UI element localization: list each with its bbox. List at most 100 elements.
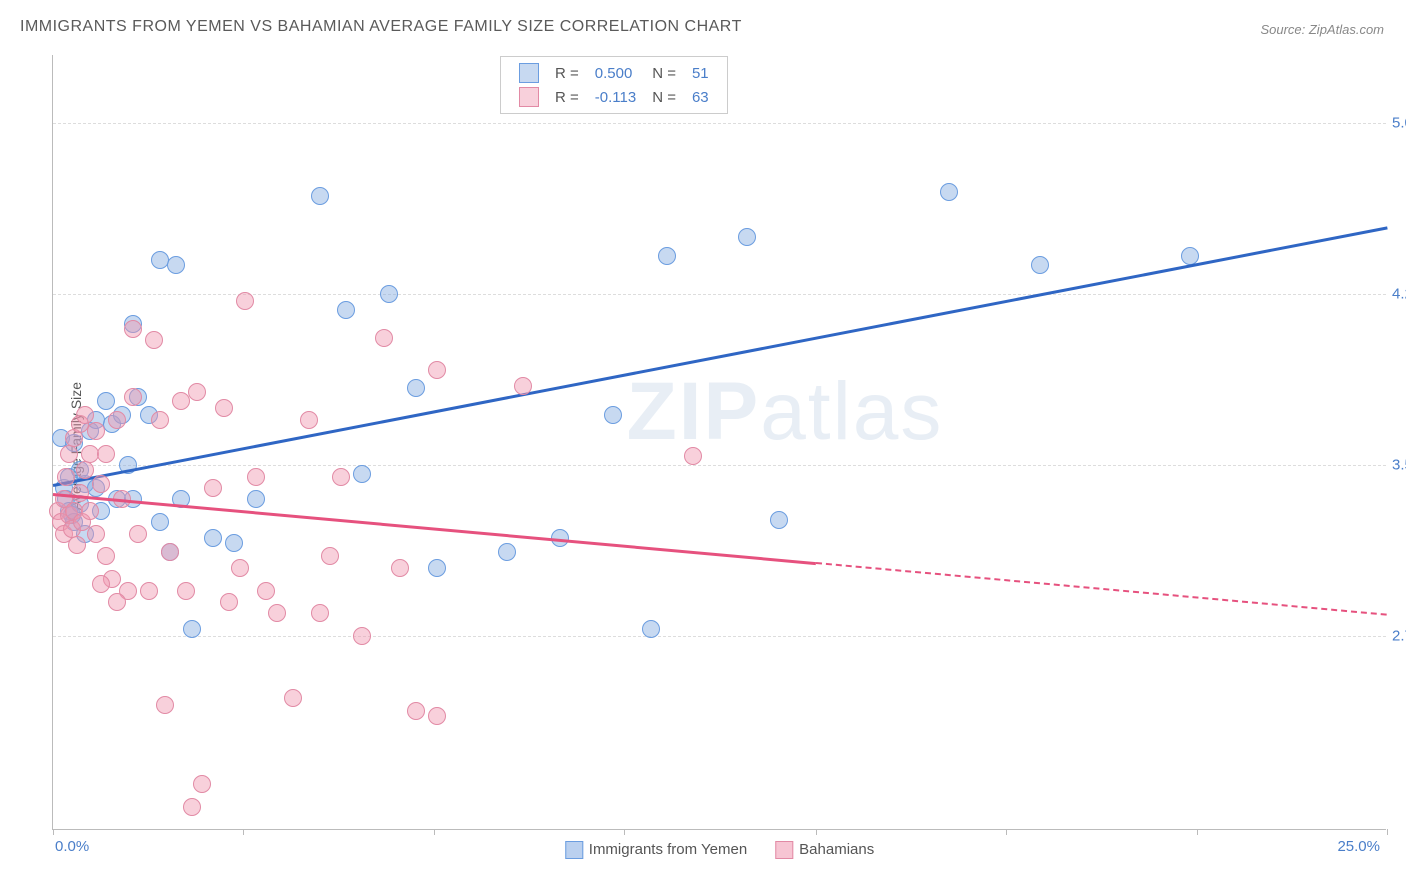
- legend-swatch: [565, 841, 583, 859]
- data-point: [407, 379, 425, 397]
- scatter-plot-area: ZIPatlas 0.0% 25.0% Immigrants from Yeme…: [52, 55, 1386, 830]
- data-point: [92, 475, 110, 493]
- x-tick-mark: [1197, 829, 1198, 835]
- data-point: [161, 543, 179, 561]
- data-point: [204, 479, 222, 497]
- data-point: [97, 547, 115, 565]
- data-point: [97, 445, 115, 463]
- chart-title: IMMIGRANTS FROM YEMEN VS BAHAMIAN AVERAG…: [20, 18, 742, 36]
- data-point: [87, 525, 105, 543]
- data-point: [151, 513, 169, 531]
- trend-line: [53, 226, 1387, 486]
- x-tick-mark: [434, 829, 435, 835]
- correlation-legend: R =0.500N =51R =-0.113N =63: [500, 56, 728, 114]
- data-point: [231, 559, 249, 577]
- data-point: [145, 331, 163, 349]
- y-tick-label: 2.75: [1392, 628, 1406, 645]
- data-point: [92, 575, 110, 593]
- data-point: [151, 411, 169, 429]
- data-point: [204, 529, 222, 547]
- data-point: [300, 411, 318, 429]
- data-point: [247, 490, 265, 508]
- data-point: [247, 468, 265, 486]
- legend-item: Bahamians: [775, 841, 874, 858]
- data-point: [428, 559, 446, 577]
- data-point: [81, 502, 99, 520]
- data-point: [391, 559, 409, 577]
- data-point: [225, 534, 243, 552]
- data-point: [353, 465, 371, 483]
- y-tick-label: 5.00: [1392, 115, 1406, 132]
- data-point: [407, 702, 425, 720]
- legend-label: Immigrants from Yemen: [589, 841, 747, 858]
- data-point: [1181, 247, 1199, 265]
- trend-line-extrapolated: [816, 562, 1387, 616]
- data-point: [151, 251, 169, 269]
- data-point: [738, 228, 756, 246]
- data-point: [177, 582, 195, 600]
- data-point: [311, 187, 329, 205]
- data-point: [428, 707, 446, 725]
- x-tick-mark: [816, 829, 817, 835]
- data-point: [236, 292, 254, 310]
- watermark: ZIPatlas: [627, 365, 944, 459]
- data-point: [337, 301, 355, 319]
- data-point: [658, 247, 676, 265]
- data-point: [193, 775, 211, 793]
- legend-swatch: [775, 841, 793, 859]
- source-label: Source: ZipAtlas.com: [1260, 22, 1384, 37]
- gridline-h: [53, 123, 1386, 124]
- data-point: [124, 320, 142, 338]
- data-point: [257, 582, 275, 600]
- data-point: [129, 525, 147, 543]
- gridline-h: [53, 294, 1386, 295]
- data-point: [220, 593, 238, 611]
- legend-table: R =0.500N =51R =-0.113N =63: [511, 61, 717, 109]
- data-point: [156, 696, 174, 714]
- data-point: [770, 511, 788, 529]
- data-point: [188, 383, 206, 401]
- data-point: [167, 256, 185, 274]
- data-point: [124, 388, 142, 406]
- x-tick-mark: [1006, 829, 1007, 835]
- x-tick-mark: [243, 829, 244, 835]
- data-point: [97, 392, 115, 410]
- data-point: [76, 461, 94, 479]
- data-point: [332, 468, 350, 486]
- data-point: [215, 399, 233, 417]
- x-tick-mark: [1387, 829, 1388, 835]
- x-axis-min-label: 0.0%: [55, 838, 89, 855]
- data-point: [183, 620, 201, 638]
- data-point: [1031, 256, 1049, 274]
- data-point: [60, 445, 78, 463]
- data-point: [321, 547, 339, 565]
- data-point: [642, 620, 660, 638]
- data-point: [108, 593, 126, 611]
- data-point: [514, 377, 532, 395]
- data-point: [498, 543, 516, 561]
- data-point: [940, 183, 958, 201]
- data-point: [140, 582, 158, 600]
- data-point: [71, 484, 89, 502]
- data-point: [76, 406, 94, 424]
- data-point: [604, 406, 622, 424]
- data-point: [183, 798, 201, 816]
- x-tick-mark: [624, 829, 625, 835]
- gridline-h: [53, 465, 1386, 466]
- data-point: [353, 627, 371, 645]
- bottom-legend: Immigrants from Yemen Bahamians: [551, 841, 888, 859]
- data-point: [57, 468, 75, 486]
- legend-label: Bahamians: [799, 841, 874, 858]
- y-tick-label: 3.50: [1392, 457, 1406, 474]
- data-point: [68, 536, 86, 554]
- gridline-h: [53, 636, 1386, 637]
- data-point: [684, 447, 702, 465]
- data-point: [375, 329, 393, 347]
- data-point: [172, 392, 190, 410]
- data-point: [380, 285, 398, 303]
- legend-item: Immigrants from Yemen: [565, 841, 747, 858]
- data-point: [284, 689, 302, 707]
- data-point: [311, 604, 329, 622]
- x-tick-mark: [53, 829, 54, 835]
- y-tick-label: 4.25: [1392, 286, 1406, 303]
